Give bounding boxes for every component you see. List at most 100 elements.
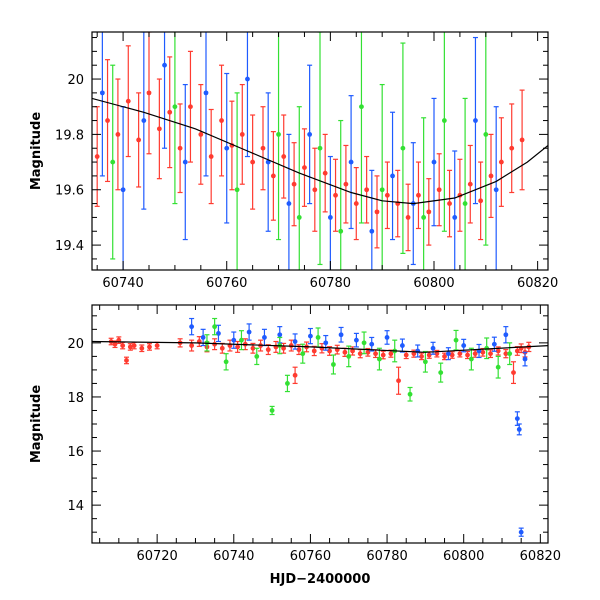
top-data-point — [426, 178, 432, 246]
bottom-data-point — [231, 331, 237, 349]
top-model-curve — [92, 97, 548, 205]
bottom-data-point — [254, 347, 260, 366]
bottom-x-axis-title: HJD−2400000 — [270, 572, 371, 587]
bottom-data-point — [319, 343, 325, 354]
bottom-data-point — [284, 374, 290, 393]
top-y-tick-label: 19.6 — [55, 184, 84, 199]
top-data-point — [286, 133, 292, 270]
bottom-y-tick-label: 18 — [67, 391, 84, 406]
top-series-1 — [99, 32, 499, 270]
bottom-data-point — [453, 329, 459, 351]
bottom-data-point — [146, 343, 152, 351]
top-data-point — [348, 95, 354, 230]
top-axes-frame — [91, 31, 549, 271]
top-plot-area — [92, 32, 548, 270]
top-panel: 60740 60760 60780 60800 60820 19.4 19.6 19.8 20 M… — [29, 31, 558, 291]
bottom-data-point — [396, 366, 402, 395]
bottom-x-tick-label: 60720 — [136, 549, 177, 564]
top-data-point — [333, 158, 339, 232]
bottom-data-point — [434, 349, 440, 358]
top-data-point — [125, 45, 131, 158]
top-data-point — [234, 92, 240, 270]
top-data-point — [281, 114, 287, 199]
top-data-point — [265, 92, 271, 232]
bottom-data-point — [261, 328, 267, 347]
top-data-point — [244, 32, 250, 158]
bottom-x-tick-label: 60740 — [213, 549, 254, 564]
bottom-data-point — [292, 366, 298, 385]
bottom-x-tick-label: 60820 — [520, 549, 561, 564]
bottom-model-curve — [92, 340, 548, 353]
bottom-data-point — [376, 347, 382, 371]
top-data-point — [120, 106, 126, 270]
top-data-point — [364, 155, 370, 224]
top-data-point — [99, 32, 105, 177]
bottom-data-point — [465, 350, 471, 360]
bottom-y-tick-label: 20 — [67, 337, 84, 352]
top-data-point — [338, 119, 344, 270]
top-data-point — [467, 144, 473, 224]
top-data-point — [94, 106, 100, 207]
bottom-data-point — [246, 323, 252, 341]
bottom-data-point — [518, 527, 524, 537]
top-data-point — [177, 103, 183, 194]
bottom-plot-area — [92, 317, 548, 537]
top-data-point — [421, 117, 427, 270]
top-data-point — [239, 83, 245, 185]
top-y-tick-label: 19.4 — [55, 239, 84, 254]
bottom-data-point — [215, 324, 221, 343]
top-data-point — [208, 108, 214, 205]
top-data-point — [395, 169, 401, 238]
top-data-point — [353, 167, 359, 241]
bottom-data-point — [526, 341, 532, 353]
bottom-data-point — [338, 326, 344, 343]
bottom-data-point — [503, 349, 509, 359]
top-data-point — [390, 111, 396, 241]
top-data-point — [301, 128, 307, 207]
top-x-tick-label: 60820 — [517, 276, 558, 291]
bottom-data-point — [503, 326, 509, 344]
top-data-point — [519, 89, 525, 191]
bottom-data-point — [227, 339, 233, 352]
top-data-point — [478, 161, 484, 241]
bottom-data-point — [488, 349, 494, 359]
bottom-data-point — [269, 405, 275, 416]
top-x-tick-label: 60780 — [310, 276, 351, 291]
bottom-x-tick-label: 60780 — [366, 549, 407, 564]
bottom-data-point — [407, 386, 413, 402]
top-data-point — [110, 64, 116, 260]
bottom-data-point — [300, 343, 306, 364]
bottom-data-point — [445, 347, 451, 361]
bottom-data-point — [189, 339, 195, 352]
bottom-data-point — [438, 362, 444, 383]
top-y-axis-title: Magnitude — [29, 112, 44, 191]
bottom-data-point — [422, 350, 428, 373]
top-data-point — [141, 32, 147, 210]
top-data-point — [312, 147, 318, 232]
bottom-data-point — [281, 342, 287, 354]
top-data-point — [343, 144, 349, 224]
top-data-point — [296, 106, 302, 270]
top-data-point — [156, 78, 162, 180]
top-data-point — [224, 72, 230, 224]
bottom-data-point — [235, 340, 241, 353]
bottom-data-point — [123, 356, 129, 365]
bottom-data-point — [342, 347, 348, 357]
bottom-data-point — [223, 353, 229, 371]
top-data-point — [270, 131, 276, 221]
bottom-data-point — [219, 342, 225, 354]
bottom-data-point — [311, 345, 317, 357]
top-x-tick-label: 60740 — [102, 276, 143, 291]
bottom-data-point — [468, 347, 474, 371]
bottom-data-point — [361, 331, 367, 355]
bottom-data-point — [139, 344, 145, 353]
bottom-data-point — [350, 346, 356, 356]
bottom-data-point — [250, 342, 256, 354]
bottom-data-point — [480, 347, 486, 357]
top-data-point — [379, 83, 385, 270]
top-data-point — [415, 161, 421, 230]
bottom-data-point — [353, 332, 359, 348]
top-data-point — [136, 92, 142, 188]
top-data-point — [462, 97, 468, 270]
top-data-point — [219, 64, 225, 177]
